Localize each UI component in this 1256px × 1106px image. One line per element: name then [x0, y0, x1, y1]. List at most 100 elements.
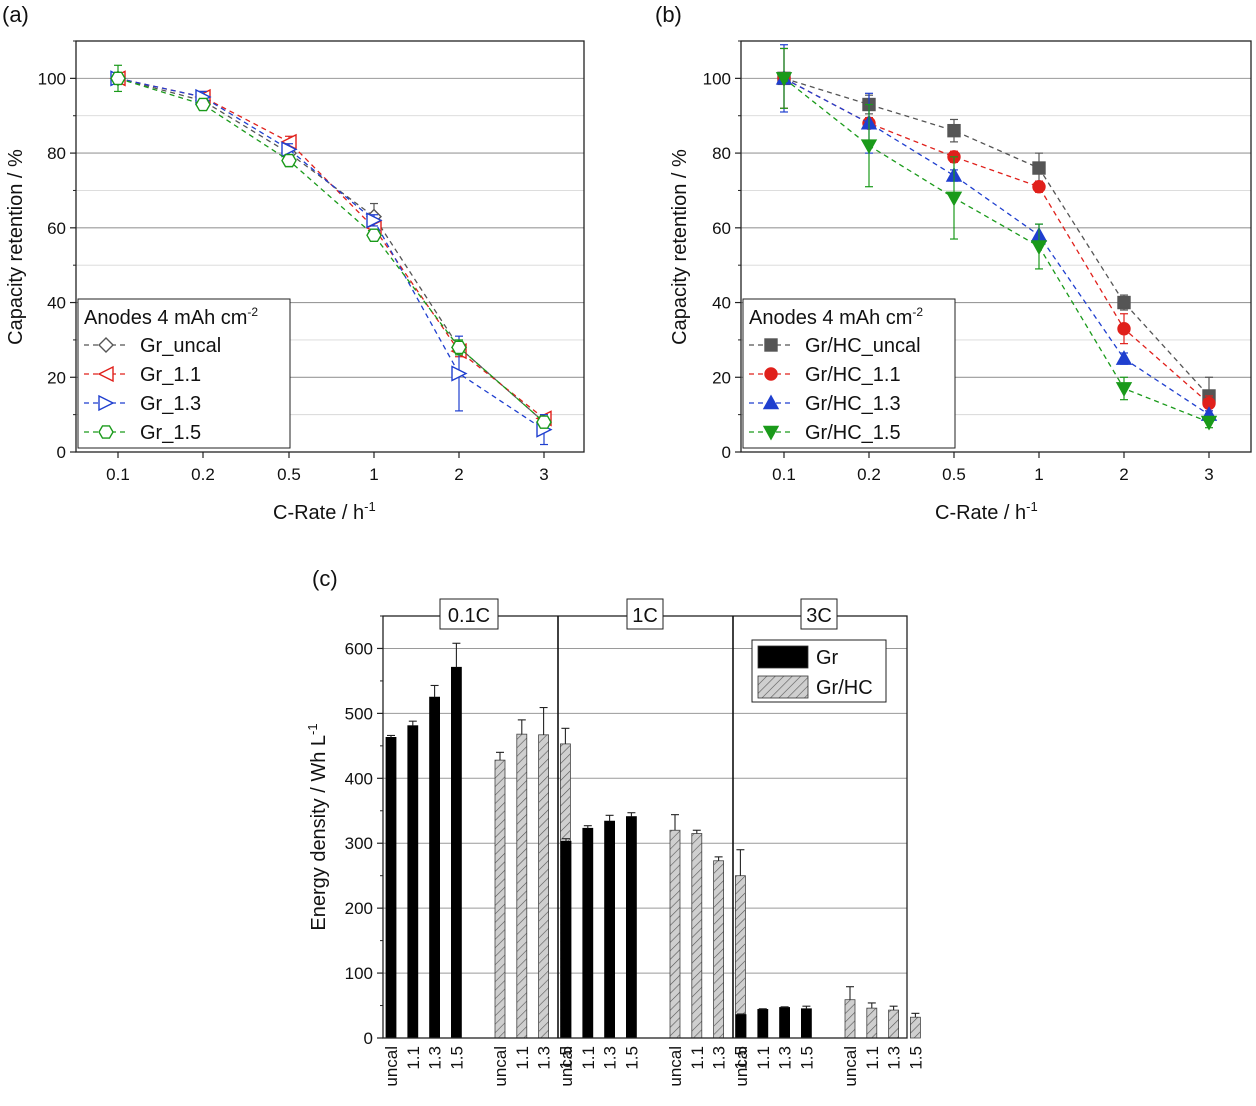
panel-a-series — [109, 64, 553, 446]
x-tick-label: 0.5 — [277, 465, 301, 484]
legend-label: Gr/HC_uncal — [805, 335, 921, 357]
series-line — [783, 77, 1210, 423]
data-point — [536, 415, 552, 429]
panel-b-plot-frame — [740, 40, 1252, 453]
x-tick-label: 1.3 — [885, 1046, 904, 1070]
x-tick-label: 1.5 — [556, 1046, 575, 1070]
x-tick-label: 1.1 — [754, 1046, 773, 1070]
series-line — [117, 77, 545, 431]
x-tick-label: 1.3 — [426, 1046, 445, 1070]
y-tick-label: 0 — [364, 1029, 373, 1048]
panel-a-x-axis-title: C-Rate / h-1 — [273, 499, 376, 524]
panel-b-x-ticks: 0.1 0.2 0.5 1 2 3 — [772, 452, 1214, 484]
data-point — [195, 97, 211, 112]
panel-b-y-axis-title: Capacity retention / % — [669, 149, 691, 345]
x-tick-label: 1.5 — [731, 1046, 750, 1070]
panel-a-label: (a) — [2, 2, 29, 27]
panel-a-chart: (a) 0 20 40 60 80 100 0.1 0.2 0.5 1 2 3 Anodes 4 m… — [2, 2, 585, 524]
panel-a-y-axis-title: Capacity retention / % — [5, 149, 27, 345]
panel-c-group-labels: 0.1C 1C 3C — [439, 598, 838, 1038]
x-tick-label: 1.3 — [776, 1046, 795, 1070]
x-tick-label: uncal — [382, 1046, 401, 1087]
panel-a-legend: Anodes 4 mAh cm-2 Gr_uncal Gr_1.1 Gr_1.3 Gr… — [77, 298, 291, 449]
panel-c-label: (c) — [312, 566, 338, 591]
x-tick-label: 1.5 — [622, 1046, 641, 1070]
bar — [779, 1007, 790, 1039]
data-point — [110, 71, 126, 86]
data-point — [451, 365, 468, 382]
data-point — [1032, 180, 1046, 194]
x-tick-label: uncal — [491, 1046, 510, 1087]
legend-swatch — [757, 645, 809, 669]
panel-a-legend-title: Anodes 4 mAh cm-2 — [84, 305, 258, 329]
panel-a-x-ticks: 0.1 0.2 0.5 1 2 3 — [106, 452, 549, 484]
group-label: 1C — [632, 605, 658, 627]
bar — [735, 1014, 747, 1039]
y-tick-label: 40 — [47, 294, 66, 313]
data-point — [451, 340, 467, 355]
x-tick-label: 1.5 — [447, 1046, 466, 1070]
series-line — [117, 77, 545, 423]
panel-c-y-ticks: 0 100 200 300 400 500 600 — [345, 615, 383, 1048]
y-tick-label: 0 — [722, 443, 731, 462]
y-tick-label: 300 — [345, 834, 373, 853]
x-tick-label: 1.3 — [601, 1046, 620, 1070]
data-point — [1115, 350, 1133, 365]
group-label-box — [800, 598, 838, 630]
group-label: 3C — [806, 605, 832, 627]
x-tick-label: 2 — [454, 465, 463, 484]
x-tick-label: 3 — [1204, 465, 1213, 484]
data-point — [1117, 295, 1131, 310]
bar — [669, 829, 681, 1039]
group-label-box — [626, 598, 664, 630]
legend-marker — [764, 367, 778, 381]
data-point — [366, 212, 383, 229]
x-tick-label: 1.5 — [797, 1046, 816, 1070]
x-tick-label: 1.3 — [535, 1046, 554, 1070]
x-tick-label: 3 — [539, 465, 548, 484]
data-point — [1200, 415, 1218, 431]
x-tick-label: 1 — [1034, 465, 1043, 484]
legend-label: Gr_uncal — [140, 335, 221, 357]
x-tick-label: 1.1 — [579, 1046, 598, 1070]
y-tick-label: 100 — [345, 964, 373, 983]
legend-marker — [762, 394, 780, 410]
x-tick-label: 1 — [369, 465, 378, 484]
panel-c-bars — [385, 642, 921, 1039]
bar — [450, 666, 462, 1039]
x-tick-label: 2 — [1119, 465, 1128, 484]
legend-marker — [764, 338, 778, 352]
series-line — [783, 77, 1210, 404]
data-point — [1117, 322, 1131, 336]
x-tick-label: uncal — [666, 1046, 685, 1087]
y-tick-label: 100 — [38, 69, 66, 88]
x-tick-label: 0.1 — [106, 465, 130, 484]
x-tick-label: 0.2 — [857, 465, 881, 484]
x-tick-label: 1.1 — [404, 1046, 423, 1070]
y-tick-label: 400 — [345, 769, 373, 788]
bar — [516, 733, 528, 1039]
legend-label: Gr/HC_1.5 — [805, 422, 901, 444]
data-point — [860, 139, 878, 155]
y-tick-label: 20 — [712, 368, 731, 387]
bar — [866, 1007, 878, 1039]
x-tick-label: uncal — [841, 1046, 860, 1087]
series-4 — [775, 47, 1218, 431]
data-point — [775, 72, 793, 87]
bar — [713, 860, 724, 1039]
panel-b-chart: (b) 0 20 40 60 80 100 0.1 0.2 0.5 1 2 3 Anodes 4 m… — [655, 2, 1252, 524]
panel-b-label: (b) — [655, 2, 682, 27]
series-line — [783, 77, 1210, 397]
x-tick-label: uncal — [557, 1046, 576, 1087]
series-line — [117, 77, 545, 423]
panel-b-legend-title: Anodes 4 mAh cm-2 — [749, 305, 923, 329]
legend-label: Gr — [816, 647, 839, 669]
panel-a-y-ticks: 0 20 40 60 80 100 — [38, 40, 76, 462]
panel-b-x-axis-title: C-Rate / h-1 — [935, 499, 1038, 524]
x-tick-label: 1.3 — [710, 1046, 729, 1070]
legend-label: Gr/HC_1.3 — [805, 393, 901, 415]
bar — [910, 1016, 921, 1039]
